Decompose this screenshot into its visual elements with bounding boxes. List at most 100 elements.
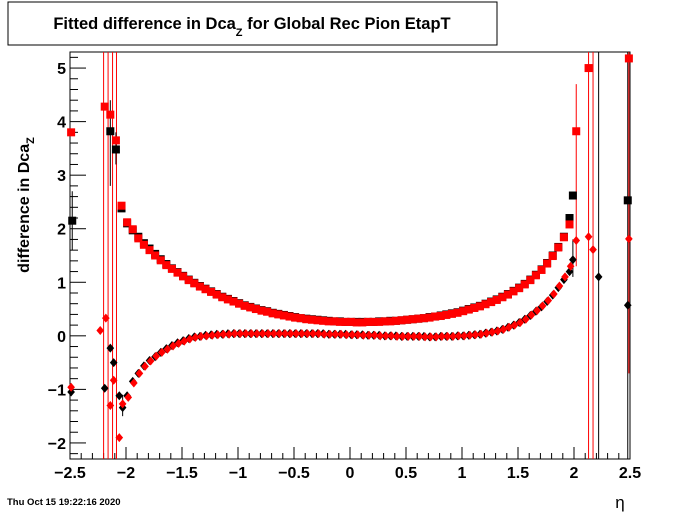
diamond-marker [275,329,284,339]
diamond-marker [572,236,581,246]
diamond-marker [309,329,317,339]
square-marker [403,315,412,324]
diamond-marker [561,272,569,282]
diamond-marker [270,329,278,339]
x-tick-label: −1.5 [166,465,198,482]
diamond-marker [376,331,385,341]
diamond-marker [286,329,295,339]
square-marker [100,102,109,111]
diamond-marker [303,329,312,339]
diamond-marker [365,330,373,340]
diamond-marker [516,317,525,327]
y-tick-label: 0 [57,329,66,346]
diamond-marker [594,272,603,282]
diamond-marker [314,329,323,339]
diamond-marker [421,332,429,342]
square-marker [173,268,182,277]
square-marker [397,316,406,325]
square-marker [358,318,367,327]
square-marker [623,196,632,205]
square-marker [520,280,529,289]
square-marker [111,136,120,145]
square-marker [380,317,389,326]
diamond-marker [382,331,390,341]
square-marker [515,284,524,293]
square-marker [190,279,199,288]
square-marker [487,298,496,307]
diamond-marker [337,329,345,339]
diamond-marker [460,331,469,341]
diamond-marker [589,245,597,255]
square-marker [251,305,260,314]
square-marker [246,303,255,312]
square-marker [568,191,577,200]
diamond-marker [96,325,105,335]
diamond-marker [449,331,457,341]
square-marker [302,315,311,324]
square-marker [330,317,339,326]
square-marker [184,276,193,285]
diamond-marker [494,326,502,336]
square-marker [106,127,115,136]
square-marker [117,201,126,210]
diamond-marker [130,378,138,388]
square-marker [352,318,361,327]
diamond-marker [258,329,267,339]
diamond-marker [191,332,200,342]
diamond-marker [443,331,452,341]
square-marker [128,225,137,234]
diamond-marker [398,331,407,341]
square-marker [145,246,154,255]
square-marker [436,312,445,321]
square-marker [67,128,76,137]
square-marker [492,295,501,304]
diamond-marker [106,343,115,353]
square-marker [201,285,210,294]
y-tick-label: 1 [57,275,66,292]
square-marker [167,264,176,273]
y-tick-label: −2 [48,436,66,453]
square-marker [235,299,244,308]
y-tick-label: 3 [57,168,66,185]
square-marker [151,251,160,260]
diamond-marker [67,382,75,392]
diamond-marker [292,329,301,339]
square-marker [319,316,328,325]
square-marker [240,301,249,310]
square-marker [565,220,574,229]
square-marker [419,314,428,323]
diamond-marker [214,330,222,340]
axis-ticks: −2.5 −2 −1.5 −1 −0.5 0 0.5 1 1.5 2 2.5 −2 −1 0 1 2 3 4 5 [48,56,641,482]
x-tick-label: 2.5 [619,465,641,482]
square-marker [386,317,395,326]
diamond-marker [584,232,593,242]
diamond-marker [544,295,553,305]
square-marker [68,216,77,225]
diamond-marker [454,331,463,341]
diamond-marker [522,314,530,324]
diamond-marker [281,329,289,339]
square-marker [106,110,115,119]
x-tick-label: −1 [229,465,247,482]
diamond-marker [298,329,306,339]
square-marker [498,293,507,302]
diamond-marker [152,351,161,361]
square-marker [207,287,216,296]
diamond-marker [186,334,194,344]
diamond-marker [623,300,632,310]
diamond-marker [67,387,75,397]
square-marker [572,127,581,136]
diamond-marker [510,320,519,330]
diamond-marker [115,433,124,443]
diamond-marker [264,329,273,339]
square-marker [229,297,238,306]
x-tick-label: −2 [117,465,135,482]
square-marker [324,317,333,326]
diamond-marker [393,331,401,341]
diamond-marker [466,330,474,340]
diamond-marker [320,329,329,339]
title-frame [7,1,498,46]
diamond-marker [106,400,115,410]
square-marker [341,317,350,326]
